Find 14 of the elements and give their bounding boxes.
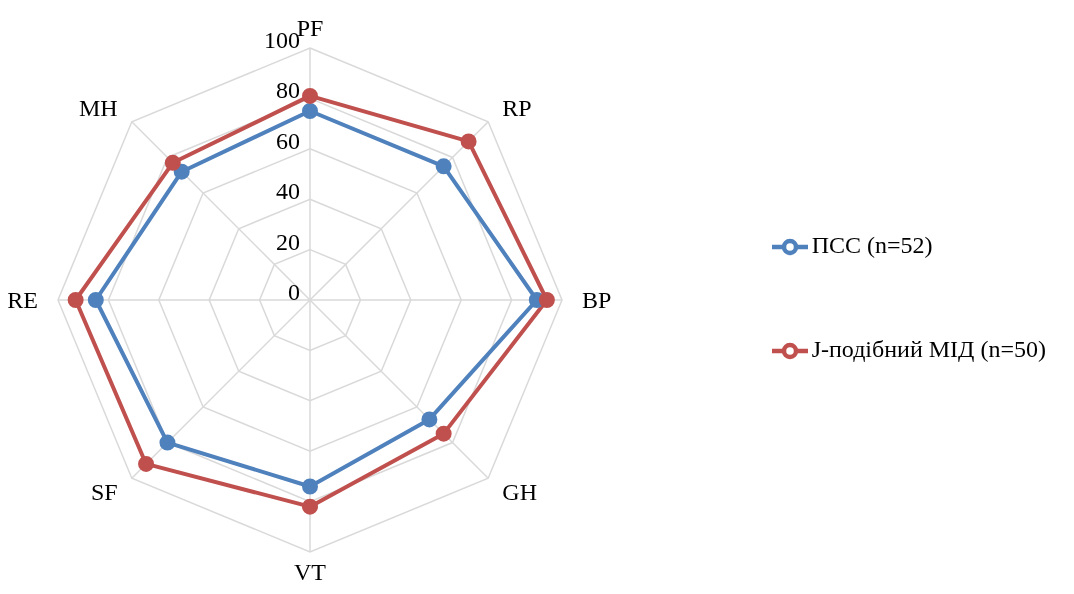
spoke-label: MH [79,94,118,121]
y-tick-label: 20 [276,228,300,255]
spoke-label: GH [502,479,537,506]
y-tick-label: 0 [288,279,300,305]
legend-label: ПСС (n=52) [811,232,933,258]
spoke-label: BP [582,287,612,313]
y-tick-label: 80 [276,77,300,104]
y-tick-label: 60 [276,127,300,154]
spoke-label: RP [502,94,532,121]
spoke-label: VT [294,559,327,585]
spoke-label: SF [90,479,118,506]
legend-label: J-подібний МІД (n=50) [811,336,1046,362]
spoke-label: RE [7,287,38,313]
y-tick-label: 40 [276,178,300,205]
